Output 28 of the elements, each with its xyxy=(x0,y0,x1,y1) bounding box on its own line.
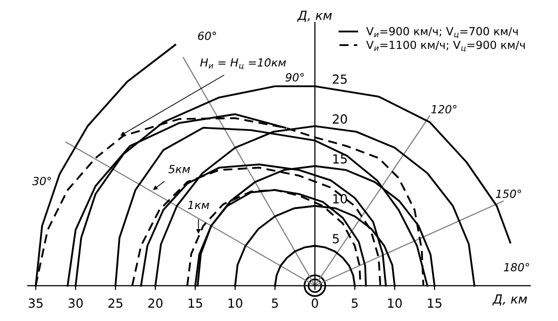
x-tick-label: 0 xyxy=(312,298,318,308)
annotation: 180° xyxy=(504,262,530,272)
y-tick-label: 10 xyxy=(333,194,347,204)
y-tick-label: 20 xyxy=(332,114,347,124)
annotation: 90° xyxy=(286,73,304,82)
y-tick-label: 25 xyxy=(332,74,347,84)
x-tick-label: 15 xyxy=(428,298,442,308)
y-tick-label: 5 xyxy=(332,234,339,244)
x-axis-title: Д, км xyxy=(492,294,528,306)
x-tick-label: 30 xyxy=(68,298,83,308)
annotation: 60° xyxy=(198,32,216,40)
y-axis-title: Д, км xyxy=(297,10,332,22)
legend-label: V$_{и}$=900 км/ч; V$_{ц}$=700 км/ч xyxy=(366,27,518,38)
x-tick-label: 25 xyxy=(108,298,122,308)
x-tick-label: 10 xyxy=(228,298,242,308)
x-tick-label: 35 xyxy=(28,298,43,308)
legend-label: V$_{и}$=1100 км/ч; V$_{ц}$=900 км/ч xyxy=(366,40,525,52)
x-tick-label: 10 xyxy=(388,298,402,308)
x-tick-label: 15 xyxy=(188,298,202,308)
x-tick-label: 5 xyxy=(272,298,278,308)
annotation: 1км xyxy=(188,200,210,209)
annotation: 150° xyxy=(496,190,522,198)
annotation: 120° xyxy=(431,105,456,114)
annotation: 30° xyxy=(32,176,51,186)
annotation: 5км xyxy=(168,165,190,174)
x-tick-label: 20 xyxy=(148,298,162,308)
annotation: H$_{и}$ = H$_{ц}$ =10км xyxy=(200,58,286,70)
x-tick-label: 5 xyxy=(352,298,358,308)
